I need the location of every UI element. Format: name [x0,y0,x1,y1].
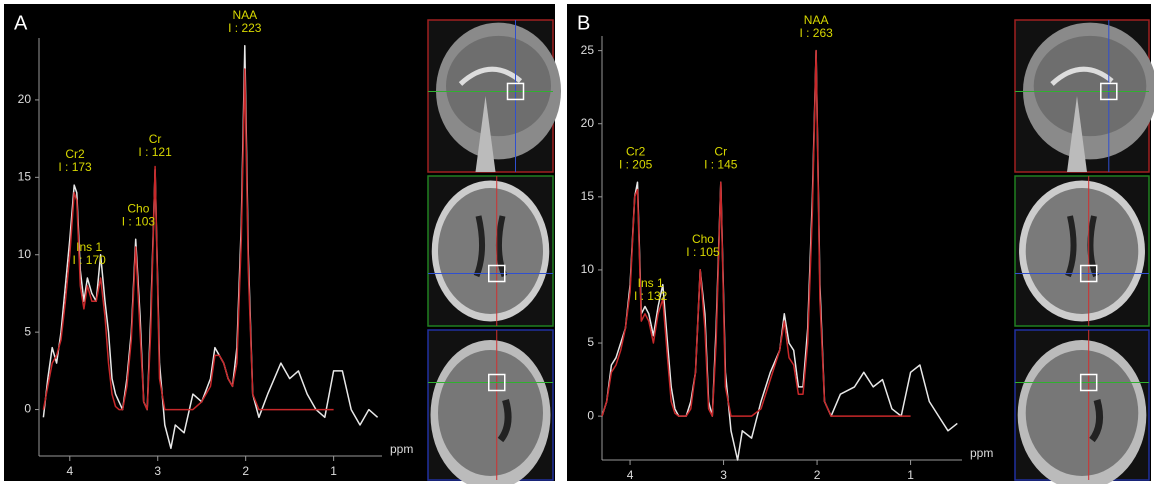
y-tick-label: 10 [581,262,595,276]
peak-annotation: I : 223 [228,21,262,35]
y-tick-label: 20 [18,92,32,106]
x-tick-label: 4 [627,468,634,482]
mri-brain [438,350,543,476]
y-tick-label: 0 [24,402,31,416]
peak-annotation: I : 145 [704,157,738,171]
peak-annotation: Cr [714,144,727,158]
y-tick-label: 5 [587,335,594,349]
y-tick-label: 0 [587,408,594,422]
voxel-box [488,373,506,392]
spectrum-line [42,44,379,450]
mri-ventricle [497,399,512,443]
x-tick-label: 3 [720,468,727,482]
peak-annotation: Cr2 [65,147,85,161]
peak-annotation: I : 132 [634,289,668,303]
x-axis-label: ppm [970,446,993,460]
peak-annotation: NAA [804,13,829,27]
y-tick-label: 10 [18,247,32,261]
x-tick-label: 1 [907,468,914,482]
voxel-box [1079,373,1098,392]
peak-annotation: I : 173 [58,160,92,174]
peak-annotation: Cho [127,201,149,215]
mri-brainstem [1067,96,1087,172]
x-axis-label: ppm [390,442,413,456]
mri-ventricle [1065,215,1099,278]
y-tick-label: 15 [18,170,32,184]
mri-brain [438,188,543,314]
mri-brain [1025,188,1139,314]
panel-letter: A [14,12,28,34]
spectrum-line [601,49,958,461]
peak-annotation: I : 105 [686,245,720,259]
peak-annotation: I : 170 [72,253,106,267]
mri-brain [1025,350,1139,476]
mri-ventricle [1089,399,1104,443]
x-tick-label: 2 [242,464,249,478]
peak-annotation: Ins 1 [638,276,664,290]
peak-annotation: I : 263 [799,26,833,40]
x-tick-label: 1 [330,464,337,478]
peak-annotation: I : 103 [122,214,156,228]
mri-ventricle [473,215,508,278]
x-tick-label: 2 [814,468,821,482]
mri-brain [1033,35,1147,137]
y-tick-label: 5 [24,324,31,338]
voxel-box [488,264,506,283]
spectrum-line [601,49,911,417]
panel-letter: B [577,12,590,34]
mri-callosum [1050,66,1114,86]
x-tick-label: 4 [66,464,73,478]
voxel-box [506,82,525,101]
voxel-box [1100,82,1118,101]
peak-annotation: Cr [149,132,162,146]
peak-annotation: Cr2 [626,144,646,158]
mri-brain [446,35,551,137]
mri-callosum [458,66,523,86]
y-tick-label: 15 [581,189,595,203]
voxel-box [1079,264,1098,283]
y-tick-label: 25 [581,43,595,57]
spectrum-line [42,68,334,411]
x-tick-label: 3 [154,464,161,478]
peak-annotation: NAA [232,8,257,22]
y-tick-label: 20 [581,116,595,130]
peak-annotation: Ins 1 [76,240,102,254]
peak-annotation: Cho [692,232,714,246]
peak-annotation: I : 121 [138,145,172,159]
peak-annotation: I : 205 [619,157,653,171]
mri-brainstem [475,96,496,172]
